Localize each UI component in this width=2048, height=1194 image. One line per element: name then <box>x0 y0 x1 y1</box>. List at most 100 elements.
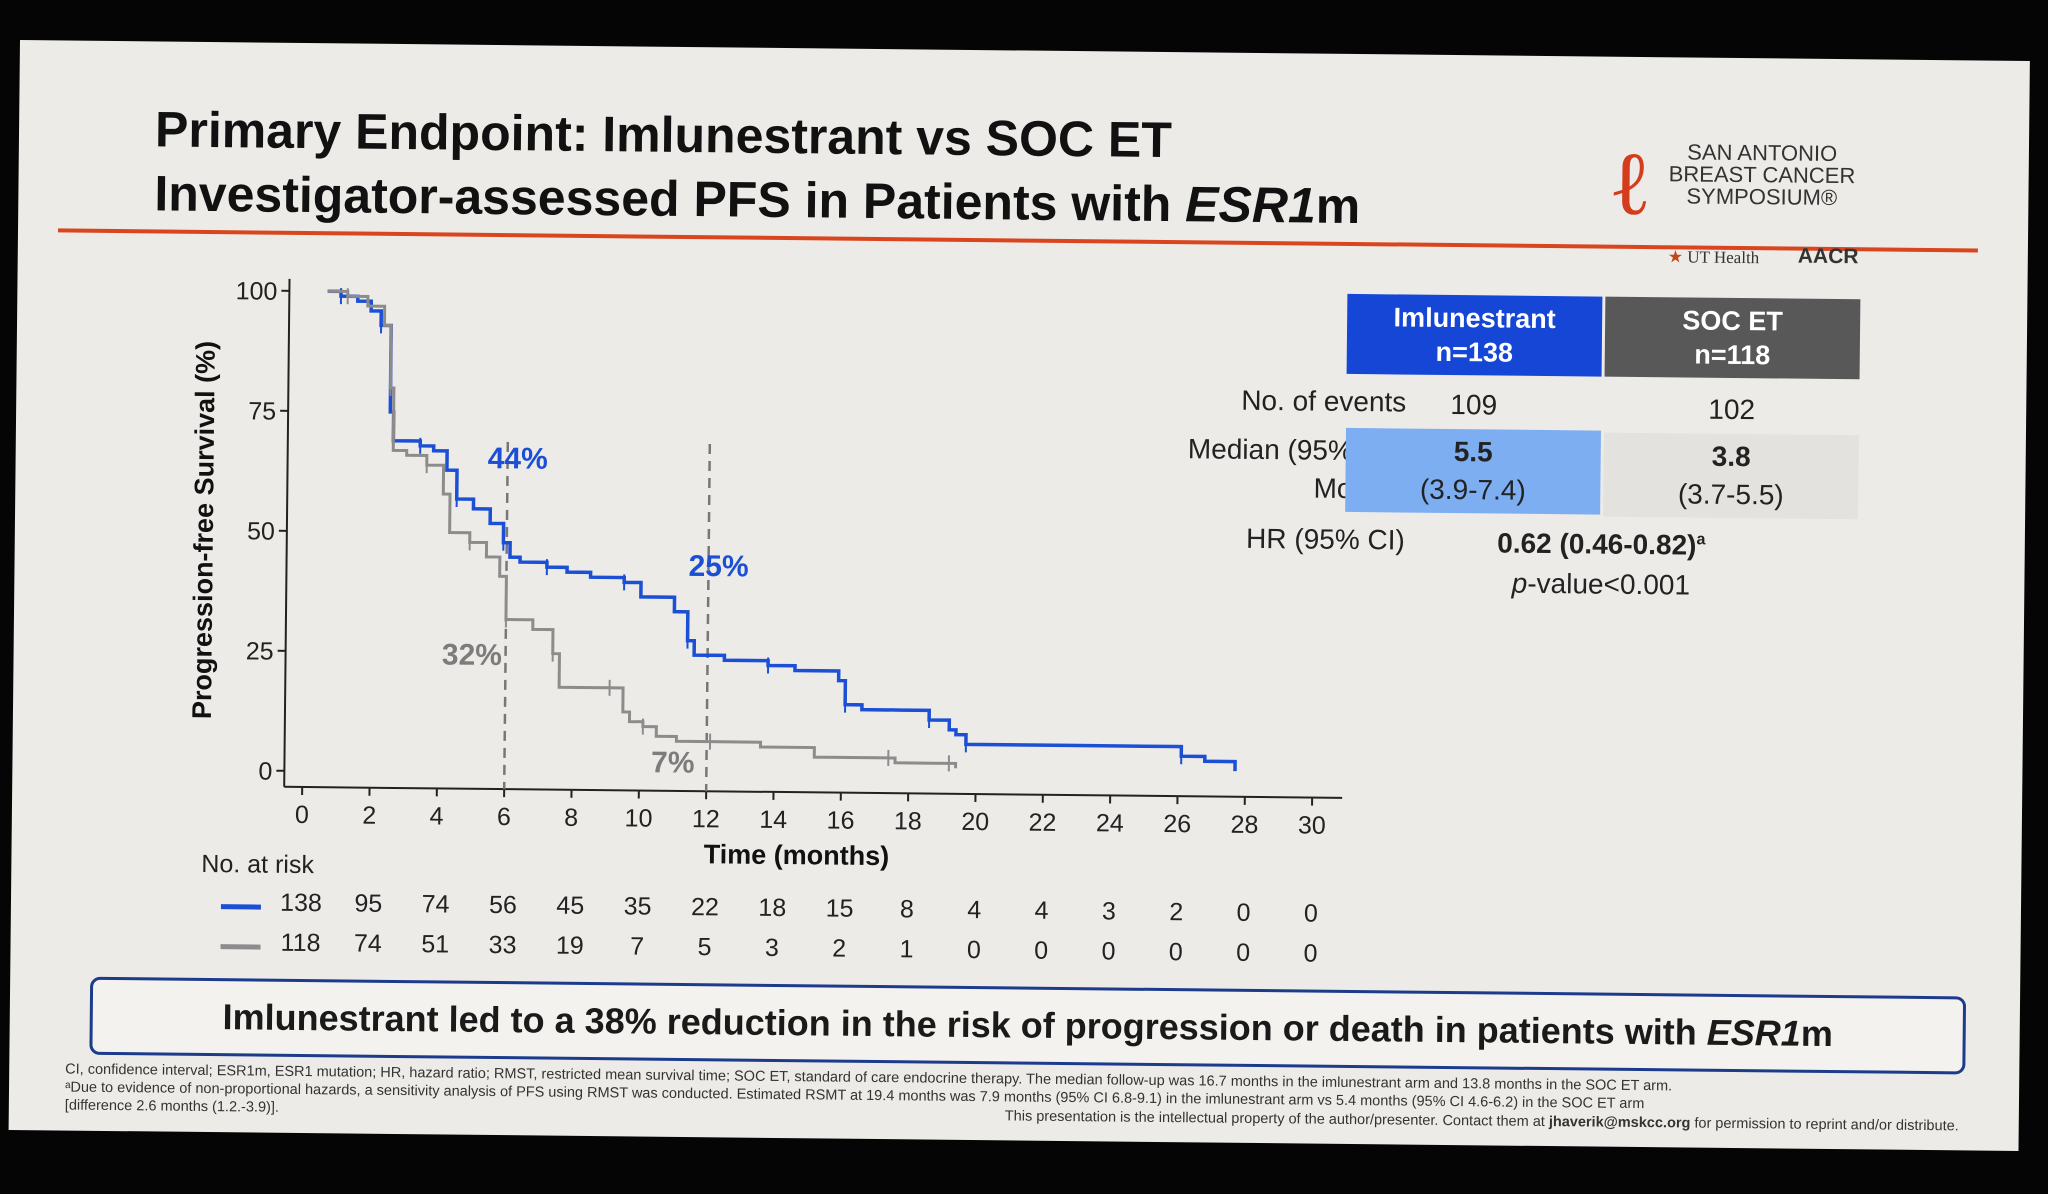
median-soc-et: 3.8 (3.7-5.5) <box>1603 432 1859 520</box>
x-axis-title: Time (months) <box>704 839 890 871</box>
annotation-32pct: 32% <box>442 638 502 672</box>
y-tick-label-0: 0 <box>258 758 272 786</box>
risk-soc-et-month-20: 0 <box>966 935 981 965</box>
risk-imlunestrant-month-12: 22 <box>690 893 720 922</box>
risk-imlunestrant-month-22: 4 <box>1034 896 1049 925</box>
y-tick-label-50: 50 <box>247 517 275 545</box>
conclusion-suffix: m <box>1800 1012 1834 1055</box>
header-imlunestrant-name: Imlunestrant <box>1393 302 1556 335</box>
risk-imlunestrant-month-6: 56 <box>488 890 518 920</box>
risk-soc-et-month-4: 51 <box>421 930 450 959</box>
slide: Primary Endpoint: Imlunestrant vs SOC ET… <box>8 40 2030 1151</box>
sabcs-wordmark: SAN ANTONIO BREAST CANCER SYMPOSIUM® <box>1668 139 1856 211</box>
km-curve-soc-et <box>327 289 958 769</box>
median-soc-et-ci: (3.7-5.5) <box>1677 478 1784 511</box>
reference-line-12-months <box>704 444 712 792</box>
risk-soc-et-month-10: 7 <box>630 932 645 961</box>
x-tick-label-20: 20 <box>961 808 989 836</box>
risk-row-soc-et: 118 74 51 33 19 7 5 3 2 1 0 0 0 0 0 0 <box>10 926 1410 975</box>
risk-imlunestrant-month-16: 15 <box>825 894 854 923</box>
risk-soc-et-month-8: 19 <box>555 931 584 960</box>
risk-key-imlunestrant <box>220 904 261 910</box>
x-tick-label-28: 28 <box>1230 811 1258 839</box>
conclusion-text: Imlunestrant led to a 38% reduction in t… <box>222 996 1833 1055</box>
median-imlunestrant: 5.5 (3.9-7.4) <box>1345 427 1601 515</box>
ip-email: jhaverik@mskcc.org <box>1548 1114 1691 1132</box>
header-imlunestrant-n: n=138 <box>1435 336 1514 368</box>
risk-soc-et-month-12: 5 <box>697 933 712 962</box>
risk-soc-et-month-16: 2 <box>832 934 847 963</box>
x-tick-label-18: 18 <box>894 807 922 835</box>
risk-soc-et-month-24: 0 <box>1101 937 1116 966</box>
risk-table-title: No. at risk <box>201 849 315 880</box>
x-tick-label-2: 2 <box>362 802 376 830</box>
median-imlunestrant-ci: (3.9-7.4) <box>1419 473 1526 506</box>
x-tick-label-8: 8 <box>564 804 578 832</box>
ut-health-text: UT Health <box>1687 247 1760 268</box>
p-value: p-value<0.001 <box>1344 566 1857 603</box>
median-soc-et-value: 3.8 <box>1711 440 1751 473</box>
risk-soc-et-month-14: 3 <box>764 933 779 962</box>
header-soc-et-name: SOC ET <box>1682 305 1784 337</box>
x-tick-label-10: 10 <box>624 804 652 832</box>
risk-imlunestrant-month-4: 74 <box>421 890 450 919</box>
conclusion-gene-italic: ESR1 <box>1706 1011 1802 1054</box>
risk-imlunestrant-month-2: 95 <box>354 889 383 918</box>
risk-soc-et-month-22: 0 <box>1034 936 1049 965</box>
y-tick-label-75: 75 <box>248 397 276 425</box>
hr-value: 0.62 (0.46-0.82)a <box>1345 526 1858 563</box>
risk-soc-et-month-0: 118 <box>280 928 321 958</box>
aacr-logo: AACR <box>1797 244 1859 269</box>
risk-imlunestrant-month-8: 45 <box>556 891 585 920</box>
x-tick-label-6: 6 <box>497 803 511 831</box>
results-table: Imlunestrant n=138 SOC ET n=118 No. of e… <box>1014 290 1917 619</box>
hr-value-text: 0.62 (0.46-0.82) <box>1497 527 1697 561</box>
header-soc-et-n: n=118 <box>1694 339 1771 371</box>
annotation-44pct: 44% <box>488 442 548 476</box>
y-axis-line <box>283 278 291 787</box>
x-tick-label-26: 26 <box>1163 810 1191 838</box>
risk-imlunestrant-month-30: 0 <box>1303 899 1319 928</box>
y-tick-label-100: 100 <box>236 277 278 305</box>
p-value-text: -value<0.001 <box>1527 567 1691 601</box>
header-imlunestrant: Imlunestrant n=138 <box>1346 293 1603 377</box>
risk-imlunestrant-month-14: 18 <box>758 893 787 923</box>
sabcs-logo: ℓ SAN ANTONIO BREAST CANCER SYMPOSIUM® ★… <box>1608 129 1909 269</box>
risk-key-soc-et <box>220 944 261 950</box>
risk-imlunestrant-month-20: 4 <box>967 895 982 925</box>
x-tick-label-0: 0 <box>295 801 309 829</box>
annotation-25pct: 25% <box>688 550 748 584</box>
risk-soc-et-month-2: 74 <box>353 929 382 958</box>
risk-imlunestrant-month-0: 138 <box>279 888 322 918</box>
risk-imlunestrant-month-18: 8 <box>899 895 915 924</box>
events-imlunestrant: 109 <box>1450 388 1498 421</box>
events-soc-et: 102 <box>1708 393 1756 426</box>
risk-soc-et-month-18: 1 <box>899 935 914 964</box>
x-tick-label-24: 24 <box>1096 809 1124 837</box>
risk-soc-et-month-30: 0 <box>1303 939 1318 968</box>
ut-health-logo: ★ UT Health <box>1668 247 1760 268</box>
risk-imlunestrant-month-10: 35 <box>623 892 652 921</box>
p-italic: p <box>1511 567 1528 599</box>
ip-suffix: for permission to reprint and/or distrib… <box>1690 1115 1959 1135</box>
ip-notice: This presentation is the intellectual pr… <box>1005 1108 1959 1134</box>
x-tick-label-12: 12 <box>692 805 720 833</box>
x-axis-line <box>284 785 1343 799</box>
risk-imlunestrant-month-28: 0 <box>1236 898 1251 927</box>
risk-imlunestrant-month-26: 2 <box>1169 898 1184 927</box>
sabcs-ribbon-icon: ℓ <box>1608 130 1653 237</box>
ut-shield-icon: ★ <box>1667 247 1684 267</box>
risk-soc-et-month-28: 0 <box>1236 938 1251 967</box>
y-tick-label-25: 25 <box>246 637 274 665</box>
annotation-7pct: 7% <box>651 746 695 779</box>
risk-soc-et-month-26: 0 <box>1168 938 1183 967</box>
x-tick-label-14: 14 <box>759 806 787 834</box>
header-soc-et: SOC ET n=118 <box>1604 296 1861 380</box>
logo-line-3: SYMPOSIUM® <box>1686 183 1838 211</box>
x-tick-label-4: 4 <box>429 802 443 830</box>
x-tick-label-22: 22 <box>1028 809 1056 837</box>
y-axis-title: Progression-free Survival (%) <box>187 341 221 719</box>
risk-imlunestrant-month-24: 3 <box>1101 897 1117 926</box>
risk-cells-imlunestrant: 138 95 74 56 45 35 22 18 15 8 4 4 3 2 0 0 <box>11 886 1411 928</box>
